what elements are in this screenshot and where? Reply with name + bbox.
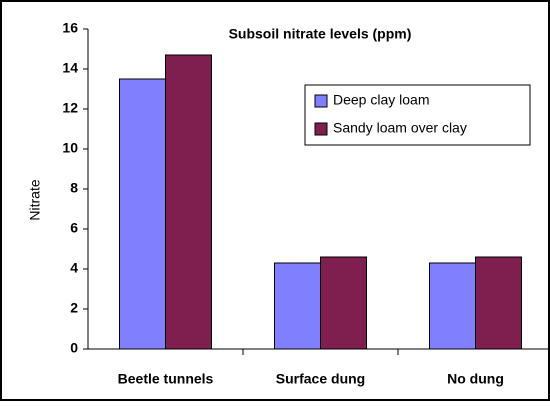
legend-swatch bbox=[314, 122, 328, 136]
y-tick-label: 12 bbox=[62, 100, 78, 116]
bar bbox=[320, 256, 367, 350]
y-tick-label: 8 bbox=[70, 180, 78, 196]
bar bbox=[274, 262, 321, 350]
x-tick-label: Surface dung bbox=[276, 371, 365, 387]
legend-label: Deep clay loam bbox=[333, 92, 430, 108]
bar bbox=[165, 54, 212, 350]
chart-title: Subsoil nitrate levels (ppm) bbox=[229, 26, 412, 42]
bar bbox=[429, 262, 476, 350]
y-tick-label: 2 bbox=[70, 300, 78, 316]
y-tick-label: 10 bbox=[62, 140, 78, 156]
legend-label: Sandy loam over clay bbox=[333, 120, 467, 136]
y-axis-label: Nitrate bbox=[27, 179, 43, 220]
y-tick-label: 6 bbox=[70, 220, 78, 236]
legend-box bbox=[304, 84, 531, 146]
y-tick-label: 14 bbox=[62, 60, 78, 76]
bar bbox=[119, 78, 166, 350]
bar bbox=[475, 256, 522, 350]
x-tick-label: No dung bbox=[447, 371, 504, 387]
legend-swatch bbox=[314, 94, 328, 108]
x-tick-label: Beetle tunnels bbox=[118, 371, 214, 387]
y-tick-label: 16 bbox=[62, 20, 78, 36]
y-tick-label: 4 bbox=[70, 260, 78, 276]
y-tick-label: 0 bbox=[70, 340, 78, 356]
